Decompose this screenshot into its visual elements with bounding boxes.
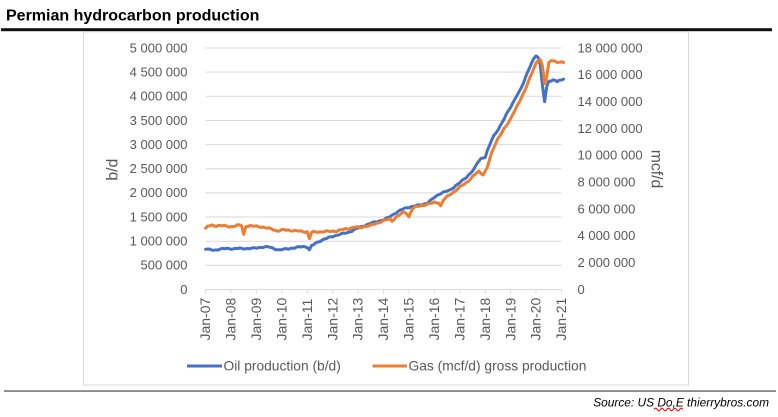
svg-text:Jan-12: Jan-12 [324,297,340,340]
svg-text:5 000 000: 5 000 000 [130,40,188,55]
svg-text:8 000 000: 8 000 000 [578,174,636,189]
svg-text:18 000 000: 18 000 000 [578,40,643,55]
svg-text:0: 0 [578,282,585,297]
svg-text:14 000 000: 14 000 000 [578,94,643,109]
svg-text:Permian hydrocarbon production: Permian hydrocarbon production [6,8,259,25]
svg-text:Jan-15: Jan-15 [401,297,417,340]
svg-text:Jan-08: Jan-08 [223,297,239,340]
svg-text:2 000 000: 2 000 000 [578,255,636,270]
svg-text:Jan-19: Jan-19 [502,297,518,340]
svg-text:1 000 000: 1 000 000 [130,234,188,249]
svg-text:2 500 000: 2 500 000 [130,161,188,176]
svg-text:10 000 000: 10 000 000 [578,148,643,163]
svg-text:Gas (mcf/d) gross production: Gas (mcf/d) gross production [409,358,587,373]
svg-text:Source: US Do,E thierrybros.co: Source: US Do,E thierrybros.com [593,396,769,410]
svg-text:6 000 000: 6 000 000 [578,201,636,216]
svg-text:mcf/d: mcf/d [648,150,665,189]
svg-text:b/d: b/d [105,159,122,181]
svg-text:16 000 000: 16 000 000 [578,67,643,82]
svg-text:Jan-18: Jan-18 [477,297,493,340]
svg-text:Jan-11: Jan-11 [299,299,315,341]
svg-text:0: 0 [180,282,187,297]
svg-text:4 000 000: 4 000 000 [130,89,188,104]
svg-text:Jan-16: Jan-16 [426,297,442,340]
svg-text:Jan-09: Jan-09 [248,297,264,340]
svg-text:Jan-20: Jan-20 [528,297,544,340]
svg-text:Oil production (b/d): Oil production (b/d) [224,358,341,373]
svg-text:2 000 000: 2 000 000 [130,185,188,200]
svg-text:Jan-17: Jan-17 [451,297,467,340]
svg-text:Jan-13: Jan-13 [350,297,366,340]
svg-text:4 500 000: 4 500 000 [130,64,188,79]
svg-text:Jan-14: Jan-14 [375,297,391,340]
svg-text:3 500 000: 3 500 000 [130,113,188,128]
svg-text:4 000 000: 4 000 000 [578,228,636,243]
svg-text:12 000 000: 12 000 000 [578,121,643,136]
svg-text:3 000 000: 3 000 000 [130,137,188,152]
svg-text:Jan-10: Jan-10 [273,297,289,340]
svg-text:500 000: 500 000 [141,258,188,273]
svg-text:Jan-07: Jan-07 [197,297,213,340]
svg-text:Jan-21: Jan-21 [553,297,569,340]
svg-text:1 500 000: 1 500 000 [130,209,188,224]
